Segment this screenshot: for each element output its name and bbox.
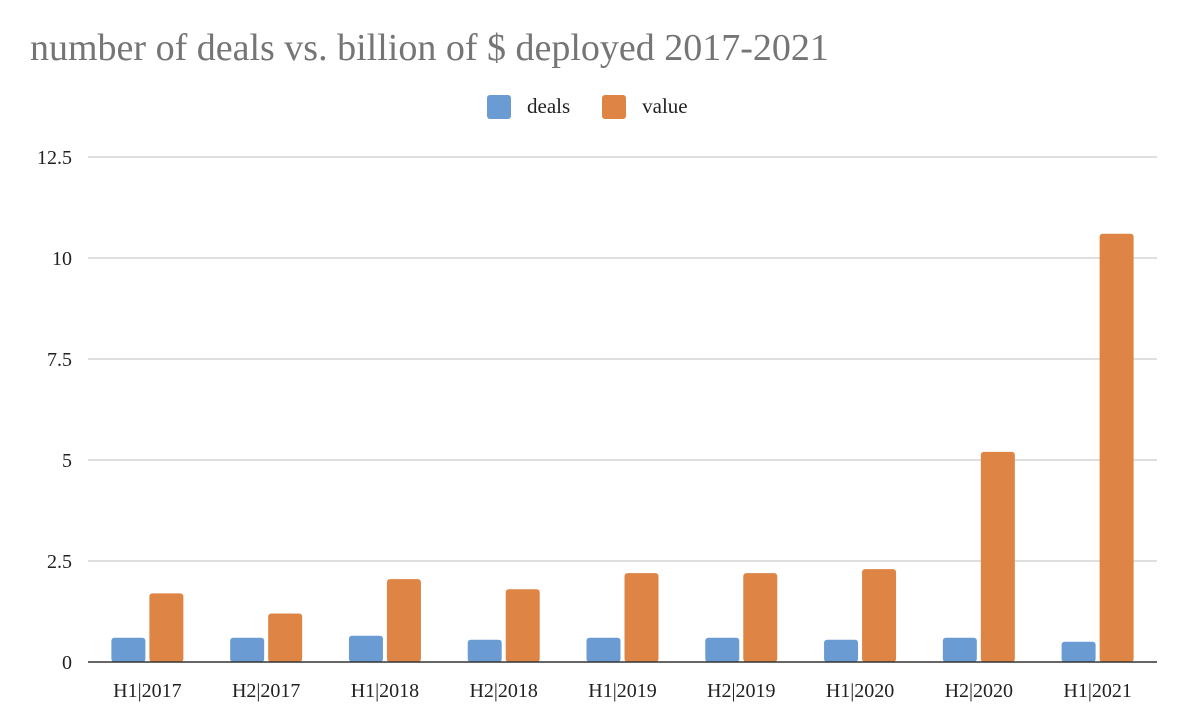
bar-deals-H2|2017	[230, 637, 265, 662]
bar-deals-H2|2020	[942, 637, 977, 662]
legend-label-deals: deals	[527, 94, 571, 118]
bar-deals-H1|2019	[586, 637, 621, 662]
bar-value-H1|2017	[149, 593, 184, 662]
x-tick-label: H1|2018	[351, 680, 419, 702]
x-tick-label: H2|2020	[945, 680, 1013, 702]
x-tick-label: H2|2017	[232, 680, 300, 702]
bar-value-H2|2018	[505, 589, 540, 662]
chart-title: number of deals vs. billion of $ deploye…	[30, 27, 829, 69]
legend: deals value	[487, 94, 720, 119]
y-tick-label: 5	[62, 450, 72, 472]
bar-deals-H1|2021	[1061, 641, 1096, 662]
legend-swatch-deals	[487, 94, 511, 119]
y-tick-label: 12.5	[37, 147, 72, 169]
y-tick-label: 10	[52, 248, 72, 270]
bar-deals-H2|2018	[467, 639, 502, 662]
bar-deals-H1|2020	[824, 639, 859, 662]
x-tick-label: H1|2020	[826, 680, 894, 702]
y-tick-label: 7.5	[47, 349, 72, 371]
bar-deals-H1|2018	[348, 635, 383, 662]
bar-value-H1|2018	[386, 579, 421, 662]
bar-value-H1|2020	[862, 569, 897, 662]
bar-value-H2|2020	[980, 451, 1015, 662]
legend-swatch-value	[602, 94, 627, 119]
legend-item-deals: deals	[487, 94, 570, 119]
bar-deals-H1|2017	[111, 637, 146, 662]
x-tick-label: H2|2019	[707, 680, 775, 702]
bar-value-H2|2017	[268, 613, 303, 662]
x-tick-label: H2|2018	[469, 680, 537, 702]
x-tick-label: H1|2019	[588, 680, 656, 702]
y-tick-label: 0	[62, 652, 72, 674]
y-tick-label: 2.5	[47, 551, 72, 573]
bar-value-H2|2019	[743, 573, 778, 662]
x-tick-label: H1|2017	[113, 680, 181, 702]
legend-item-value: value	[602, 94, 688, 119]
x-tick-label: H1|2021	[1063, 680, 1131, 702]
bar-value-H1|2019	[624, 573, 659, 662]
legend-label-value: value	[642, 94, 688, 118]
bar-value-H1|2021	[1099, 233, 1134, 662]
bar-deals-H2|2019	[705, 637, 740, 662]
